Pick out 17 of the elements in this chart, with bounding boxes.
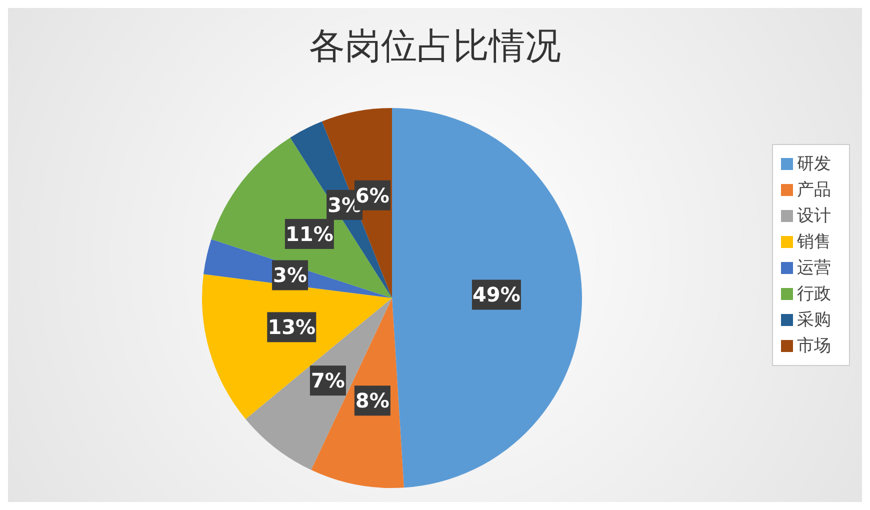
data-label: 13% (268, 315, 316, 340)
data-label: 49% (472, 282, 520, 307)
legend-label: 销售 (797, 232, 831, 252)
legend-label: 研发 (797, 154, 831, 174)
data-label: 11% (285, 222, 334, 246)
pie-slice (246, 298, 392, 470)
legend-label: 设计 (797, 206, 831, 226)
legend-label: 市场 (797, 336, 831, 356)
data-label: 7% (310, 368, 345, 393)
pie-slice (392, 108, 582, 488)
legend-label: 采购 (797, 310, 831, 330)
legend-label: 行政 (797, 284, 831, 304)
legend-label: 产品 (797, 180, 831, 200)
data-label: 3% (273, 263, 307, 288)
data-label: 8% (355, 388, 390, 413)
chart-title: 各岗位占比情况 (308, 25, 562, 69)
legend-label: 运营 (797, 258, 831, 278)
